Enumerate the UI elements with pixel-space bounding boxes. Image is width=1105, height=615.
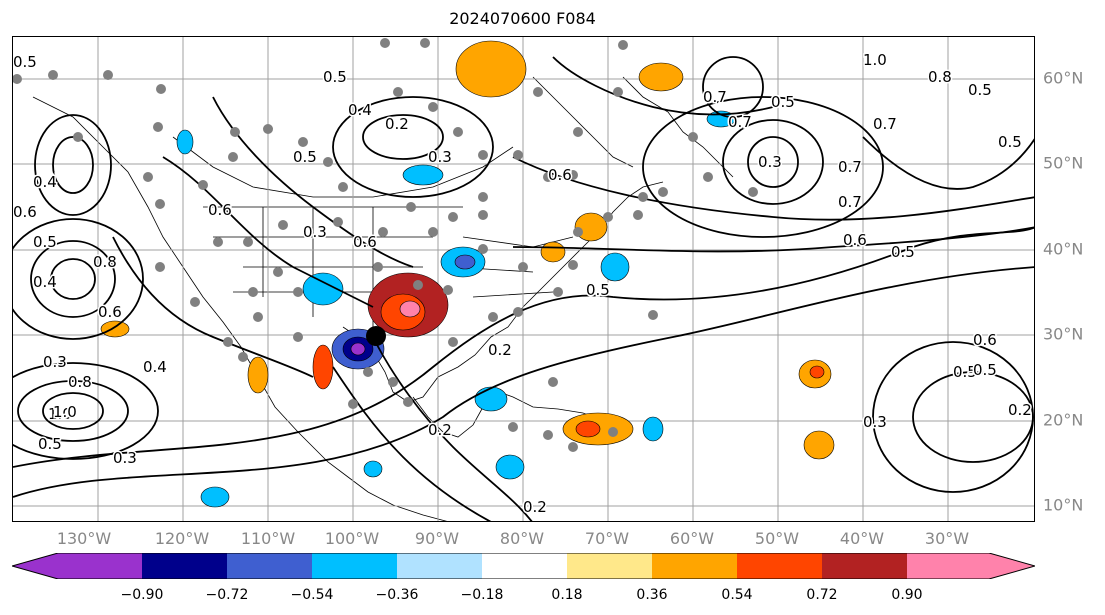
contour-value-labels: 0.5 0.4 0.2 0.3 0.6 0.5 0.6 0.7 0.6 0.5 … <box>13 50 1033 518</box>
lon-label: 30°W <box>924 529 970 548</box>
contour-label: 1.0 <box>53 403 77 421</box>
colorbar-seg <box>907 553 1035 579</box>
contour-label: 0.2 <box>523 498 547 516</box>
lat-label: 40°N <box>1043 239 1084 259</box>
contour-label: 0.5 <box>586 281 610 299</box>
colorbar-seg <box>227 553 312 579</box>
colorbar-tick: 0.18 <box>551 587 583 603</box>
contour-label: 0.5 <box>973 361 997 379</box>
contour-label: 0.6 <box>98 303 122 321</box>
contour-label: 0.8 <box>93 253 117 271</box>
colorbar-seg <box>482 553 567 579</box>
contour-label: 0.6 <box>13 203 37 221</box>
colorbar-seg <box>567 553 652 579</box>
contour-label: 0.8 <box>928 68 952 86</box>
colorbar-seg <box>652 553 737 579</box>
contour-label: 0.7 <box>728 113 752 131</box>
contour-label: 0.5 <box>968 81 992 99</box>
colorbar-tick: 0.36 <box>636 587 668 603</box>
contour-label: 0.7 <box>873 115 897 133</box>
contour-label: 0.4 <box>33 273 57 291</box>
lat-label: 10°N <box>1043 495 1084 515</box>
anomaly-fills <box>100 40 835 508</box>
colorbar-seg <box>12 553 142 579</box>
contour-label: 0.5 <box>953 363 977 381</box>
contour-label: 0.6 <box>973 331 997 349</box>
contour-label: 0.5 <box>998 133 1022 151</box>
contour-label: 0.5 <box>293 148 317 166</box>
contour-label: 0.3 <box>428 148 452 166</box>
lon-label: 60°W <box>669 529 715 548</box>
contour-label: 0.5 <box>38 435 62 453</box>
contour-label: 0.5 <box>33 233 57 251</box>
colorbar-tick: 0.72 <box>806 587 838 603</box>
lon-label: 110°W <box>240 529 296 548</box>
contour-label: 0.7 <box>703 88 727 106</box>
contour-label: 0.7 <box>838 193 862 211</box>
contour-label: 0.4 <box>143 358 167 376</box>
contour-label: 0.7 <box>838 158 862 176</box>
gridlines <box>13 37 1034 521</box>
contour-label: 0.2 <box>385 115 409 133</box>
colorbar-tick: 0.54 <box>721 587 753 603</box>
colorbar-seg <box>142 553 227 579</box>
lon-label: 40°W <box>839 529 885 548</box>
contour-label: 0.5 <box>13 53 37 71</box>
colorbar <box>12 553 1035 579</box>
lat-label: 50°N <box>1043 153 1084 173</box>
contour-label: 0.3 <box>758 153 782 171</box>
lat-label: 60°N <box>1043 68 1084 88</box>
contour-label: 0.3 <box>863 413 887 431</box>
contour-label: 0.6 <box>208 201 232 219</box>
lon-label: 70°W <box>584 529 630 548</box>
contour-label: 0.3 <box>113 449 137 467</box>
lon-label: 50°W <box>754 529 800 548</box>
colorbar-tick: −0.90 <box>120 587 164 603</box>
lat-label: 30°N <box>1043 324 1084 344</box>
contour-label: 0.6 <box>843 231 867 249</box>
contour-label: 0.4 <box>33 173 57 191</box>
contour-label: 0.2 <box>488 341 512 359</box>
contour-label: 0.3 <box>43 353 67 371</box>
colorbar-tick: 0.90 <box>891 587 923 603</box>
map-canvas: 0.5 0.4 0.2 0.3 0.6 0.5 0.6 0.7 0.6 0.5 … <box>13 37 1034 521</box>
colorbar-tick: −0.54 <box>290 587 334 603</box>
contour-label: 1.0 <box>48 405 72 423</box>
colorbar-seg <box>397 553 482 579</box>
contour-label: 0.4 <box>348 101 372 119</box>
map-title: 2024070600 F084 <box>449 9 596 28</box>
lat-label: 20°N <box>1043 410 1084 430</box>
map-panel: 0.5 0.4 0.2 0.3 0.6 0.5 0.6 0.7 0.6 0.5 … <box>12 36 1035 522</box>
contour-label: 0.2 <box>1008 401 1032 419</box>
contour-label: 0.3 <box>303 223 327 241</box>
colorbar-tick: −0.18 <box>460 587 504 603</box>
contour-label: 0.5 <box>891 243 915 261</box>
lon-label: 130°W <box>56 529 112 548</box>
contour-label: 0.5 <box>323 68 347 86</box>
storm-center-marker <box>366 326 386 346</box>
colorbar-seg <box>822 553 907 579</box>
lon-label: 80°W <box>499 529 545 548</box>
contour-label: 0.2 <box>428 421 452 439</box>
lon-label: 100°W <box>324 529 380 548</box>
contour-label: 0.6 <box>353 233 377 251</box>
colorbar-tick: −0.72 <box>205 587 249 603</box>
colorbar-tick: −0.36 <box>375 587 419 603</box>
contour-label: 0.6 <box>548 166 572 184</box>
lon-label: 90°W <box>414 529 460 548</box>
contour-label: 1.0 <box>863 51 887 69</box>
colorbar-seg <box>312 553 397 579</box>
contour-label: 0.8 <box>68 373 92 391</box>
colorbar-seg <box>737 553 822 579</box>
observation-dots <box>13 38 758 452</box>
contour-lines <box>13 56 1034 521</box>
contour-label: 0.5 <box>771 93 795 111</box>
lon-label: 120°W <box>154 529 210 548</box>
